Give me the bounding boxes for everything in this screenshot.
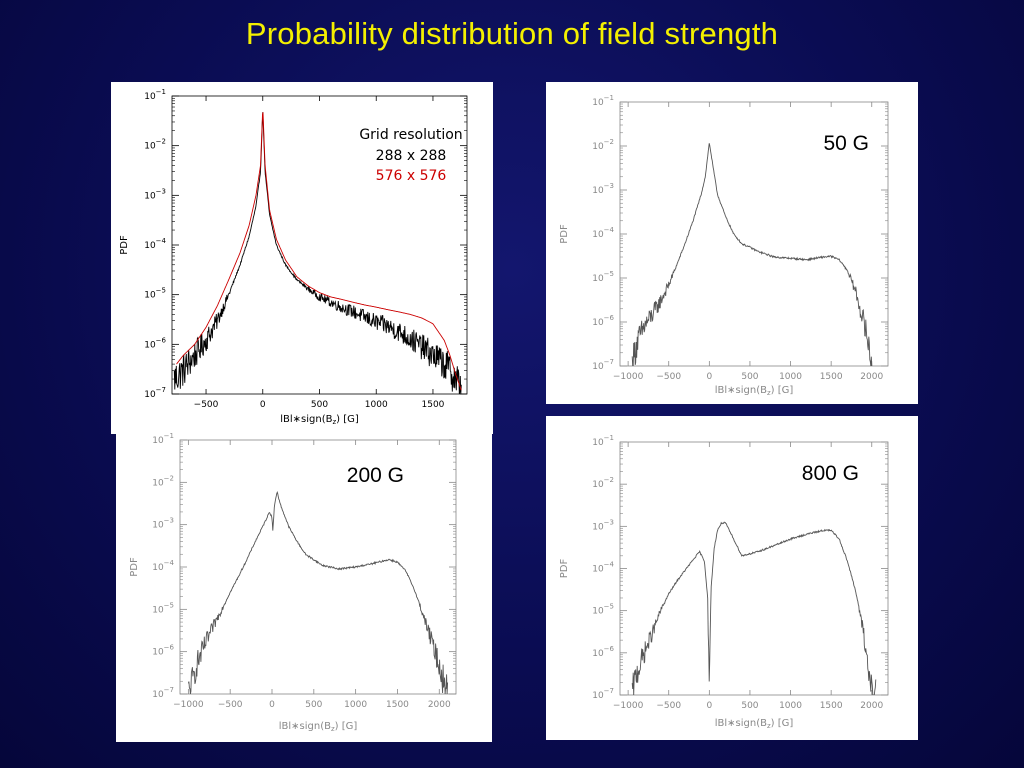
y-tick-label: 10−7 bbox=[152, 686, 174, 700]
y-tick-label: 10−7 bbox=[592, 358, 614, 372]
y-tick-label: 10−1 bbox=[592, 94, 614, 108]
field-strength-label: 800 G bbox=[802, 462, 859, 485]
x-tick-label: 500 bbox=[311, 400, 328, 410]
field-strength-label: 50 G bbox=[823, 132, 869, 155]
x-tick-label: 1000 bbox=[344, 700, 367, 710]
legend-entry: 576 x 576 bbox=[376, 168, 447, 184]
y-tick-label: 10−6 bbox=[144, 336, 166, 350]
x-tick-label: 0 bbox=[706, 372, 712, 382]
pdf-chart-grid-resolution: −500 0 500 1000 1500 10−7 10−6 10−5 10−4 10−3 10−2… bbox=[119, 88, 468, 426]
y-tick-label: 10−4 bbox=[592, 226, 614, 240]
x-axis-label: lBl∗sign(Bz) [G] bbox=[715, 718, 794, 730]
x-tick-label: 1500 bbox=[386, 700, 409, 710]
x-tick-label: −500 bbox=[194, 400, 219, 410]
y-tick-label: 10−5 bbox=[592, 270, 614, 284]
x-tick-label: 500 bbox=[305, 700, 322, 710]
x-axis-label: lBl∗sign(Bz) [G] bbox=[279, 721, 358, 733]
plot-frame bbox=[179, 439, 457, 695]
y-tick-label: 10−2 bbox=[152, 474, 174, 488]
x-tick-label: 0 bbox=[706, 701, 712, 711]
x-tick-label: 2000 bbox=[860, 372, 883, 382]
series-line-1 bbox=[176, 112, 462, 391]
series-line-0 bbox=[631, 521, 877, 695]
chart-panel-bottom-right: −1000 −500 0 500 1000 1500 2000 10−7 10−6 10−5 10−… bbox=[546, 416, 918, 740]
chart-panel-bottom-left: −1000 −500 0 500 1000 1500 2000 10−7 10−6 10−5 10−… bbox=[116, 432, 492, 742]
x-axis-label: lBl∗sign(Bz) [G] bbox=[715, 385, 794, 397]
x-tick-label: 1000 bbox=[779, 701, 802, 711]
x-tick-label: 1500 bbox=[820, 701, 843, 711]
y-tick-label: 10−7 bbox=[144, 386, 166, 400]
x-tick-label: −1000 bbox=[613, 372, 644, 382]
x-tick-label: 2000 bbox=[860, 701, 883, 711]
y-tick-label: 10−3 bbox=[152, 517, 174, 531]
pdf-chart-800g: −1000 −500 0 500 1000 1500 2000 10−7 10−6 10−5 10−… bbox=[559, 434, 889, 730]
y-tick-label: 10−4 bbox=[144, 237, 166, 251]
y-tick-label: 10−6 bbox=[152, 644, 174, 658]
x-tick-label: 1000 bbox=[365, 400, 388, 410]
legend-title: Grid resolution bbox=[359, 127, 462, 143]
x-tick-label: −1000 bbox=[173, 700, 204, 710]
y-tick-label: 10−6 bbox=[592, 645, 614, 659]
x-tick-label: 1000 bbox=[779, 372, 802, 382]
x-axis-label: lBl∗sign(Bz) [G] bbox=[280, 414, 359, 426]
series-line-0 bbox=[173, 112, 462, 394]
y-axis-label: PDF bbox=[559, 224, 570, 244]
series-line-0 bbox=[631, 143, 873, 366]
pdf-chart-50g: −1000 −500 0 500 1000 1500 2000 10−7 10−6 10−5 10−… bbox=[559, 94, 889, 397]
x-tick-label: −1000 bbox=[613, 701, 644, 711]
y-axis-label: PDF bbox=[559, 559, 570, 579]
y-tick-label: 10−2 bbox=[592, 138, 614, 152]
series-line-0 bbox=[187, 491, 449, 694]
x-tick-label: −500 bbox=[656, 701, 681, 711]
y-tick-label: 10−2 bbox=[144, 138, 166, 152]
y-tick-label: 10−2 bbox=[592, 476, 614, 490]
field-strength-label: 200 G bbox=[347, 464, 404, 487]
slide-title: Probability distribution of field streng… bbox=[245, 16, 779, 51]
chart-panel-top-left: −500 0 500 1000 1500 10−7 10−6 10−5 10−4 10−3 10−2… bbox=[111, 82, 493, 434]
x-tick-label: 1500 bbox=[820, 372, 843, 382]
y-tick-label: 10−5 bbox=[152, 601, 174, 615]
legend-entry: 288 x 288 bbox=[376, 148, 447, 164]
y-tick-label: 10−4 bbox=[152, 559, 174, 573]
x-tick-label: 500 bbox=[741, 701, 758, 711]
y-axis-label: PDF bbox=[129, 557, 140, 577]
y-tick-label: 10−3 bbox=[144, 187, 166, 201]
y-tick-label: 10−3 bbox=[592, 182, 614, 196]
x-tick-label: 500 bbox=[741, 372, 758, 382]
chart-panel-top-right: −1000 −500 0 500 1000 1500 2000 10−7 10−6 10−5 10−… bbox=[546, 82, 918, 404]
x-tick-label: 0 bbox=[260, 400, 266, 410]
x-tick-label: 0 bbox=[269, 700, 275, 710]
x-tick-label: 1500 bbox=[422, 400, 445, 410]
y-tick-label: 10−1 bbox=[592, 434, 614, 448]
y-tick-label: 10−1 bbox=[152, 432, 174, 446]
pdf-chart-200g: −1000 −500 0 500 1000 1500 2000 10−7 10−6 10−5 10−… bbox=[129, 432, 457, 733]
y-tick-label: 10−7 bbox=[592, 687, 614, 701]
y-axis-label: PDF bbox=[119, 235, 130, 255]
y-tick-label: 10−3 bbox=[592, 518, 614, 532]
x-tick-label: 2000 bbox=[428, 700, 451, 710]
y-tick-label: 10−5 bbox=[144, 287, 166, 301]
y-tick-label: 10−5 bbox=[592, 603, 614, 617]
y-tick-label: 10−1 bbox=[144, 88, 166, 102]
x-tick-label: −500 bbox=[218, 700, 243, 710]
y-tick-label: 10−4 bbox=[592, 561, 614, 575]
x-tick-label: −500 bbox=[656, 372, 681, 382]
y-tick-label: 10−6 bbox=[592, 314, 614, 328]
